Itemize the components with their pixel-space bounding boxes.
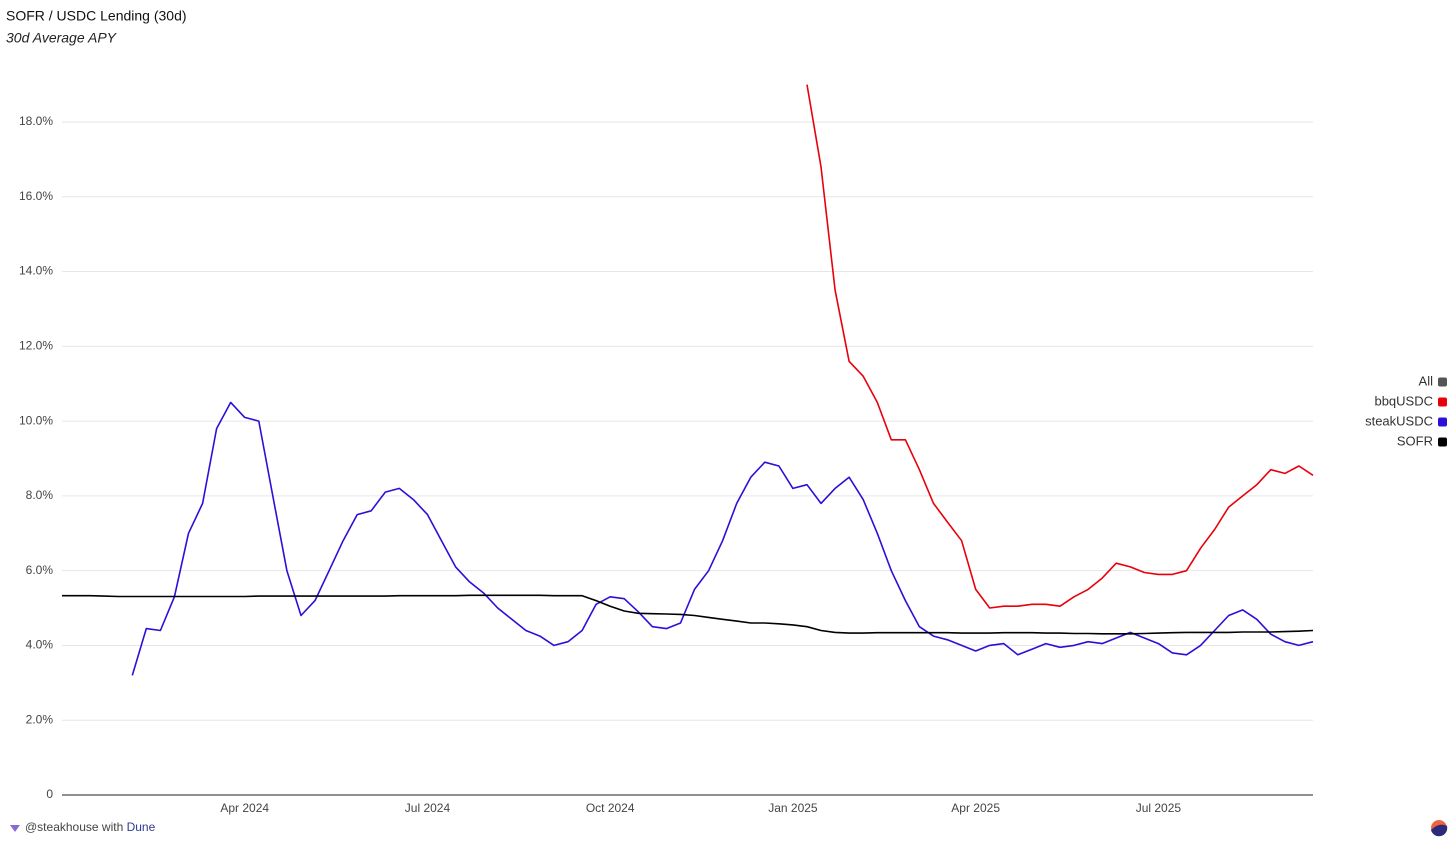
x-tick-label: Jul 2024 [405,801,451,815]
legend-label: SOFR [1397,433,1433,448]
series-line [131,401,1314,676]
y-tick-label: 10.0% [19,413,53,427]
y-tick-label: 4.0% [26,638,54,652]
legend-swatch [1438,417,1447,427]
series-line [806,84,1314,609]
x-tick-label: Jul 2025 [1136,801,1182,815]
y-tick-label: 12.0% [19,338,53,352]
footer-joiner: with [101,820,123,834]
x-tick-label: Oct 2024 [586,801,635,815]
legend-swatch [1438,397,1447,407]
y-tick-label: 6.0% [26,563,54,577]
footer-author: @steakhouse [25,820,99,834]
legend-label: steakUSDC [1365,413,1433,428]
series-line [62,594,1314,635]
y-tick-label: 16.0% [19,189,53,203]
y-tick-label: 2.0% [26,712,54,726]
x-tick-label: Apr 2025 [951,801,1000,815]
legend-swatch [1438,437,1447,447]
y-tick-label: 0 [46,787,53,801]
legend-label: All [1419,373,1434,388]
chart-subtitle: 30d Average APY [6,30,118,46]
y-tick-label: 18.0% [19,114,53,128]
y-tick-label: 8.0% [26,488,54,502]
chart-title: SOFR / USDC Lending (30d) [6,8,187,24]
legend-swatch [1438,377,1447,387]
x-tick-label: Jan 2025 [768,801,818,815]
dune-logo-shade [1431,824,1448,837]
footer-icon [10,825,20,832]
footer[interactable]: @steakhouse with Dune [25,820,156,834]
y-tick-label: 14.0% [19,264,53,278]
footer-platform: Dune [127,820,156,834]
legend-label: bbqUSDC [1374,393,1433,408]
x-tick-label: Apr 2024 [220,801,269,815]
